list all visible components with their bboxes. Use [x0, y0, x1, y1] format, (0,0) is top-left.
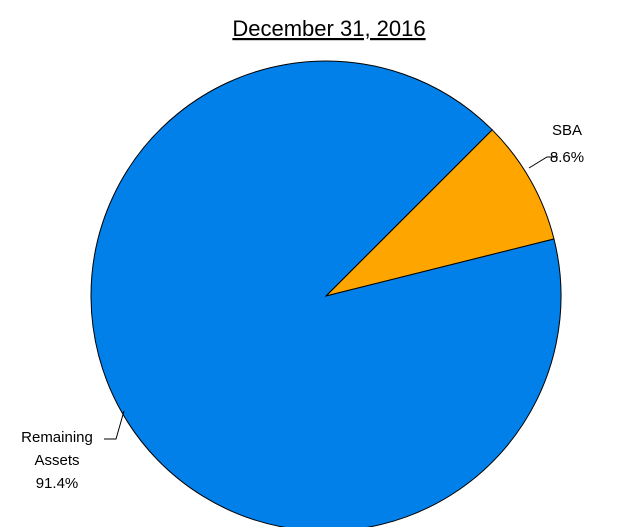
- pie-slice-sba: [324, 129, 555, 297]
- leader-line-sba: [528, 156, 558, 169]
- slice-label-remaining-assets-line-2: Assets: [34, 452, 79, 469]
- slice-labels: SBA 8.6% Remaining Assets 91.4%: [21, 122, 584, 492]
- slice-value-sba: 8.6%: [550, 149, 584, 166]
- leader-line-remaining-assets: [104, 410, 125, 440]
- pie-slice-remaining-assets: [90, 60, 562, 532]
- slice-label-remaining-assets-line-1: Remaining: [21, 429, 93, 446]
- chart-title: December 31, 2016: [232, 16, 425, 41]
- slice-value-remaining-assets: 91.4%: [36, 475, 79, 492]
- pie-slices: [90, 60, 562, 532]
- leader-lines: [104, 156, 558, 440]
- slice-label-sba: SBA: [552, 122, 582, 139]
